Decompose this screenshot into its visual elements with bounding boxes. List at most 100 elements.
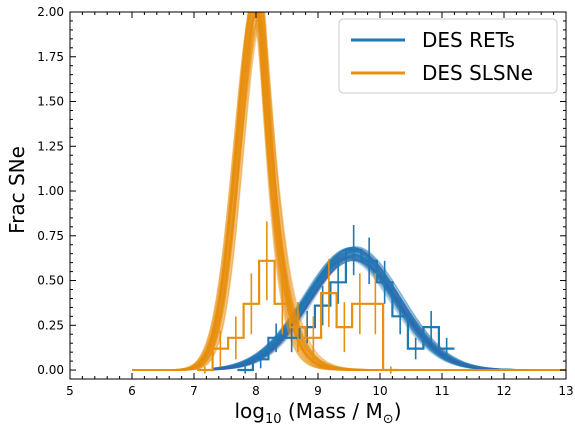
slsne-posterior-draw (132, 22, 566, 371)
rets-histogram (237, 225, 455, 374)
rets-posterior-draw (212, 246, 529, 371)
legend-label-rets: DES RETs (422, 28, 515, 52)
rets-posterior-draw (212, 254, 529, 371)
slsne-posterior-draw (132, 12, 566, 371)
rets-posterior-draw (212, 256, 529, 371)
rets-posterior-draw (212, 252, 529, 371)
slsne-posterior-draw (132, 12, 566, 371)
slsne-posterior-draw (132, 12, 566, 371)
slsne-posterior-draw (132, 12, 566, 371)
y-tick-label: 0.25 (37, 318, 64, 332)
y-tick-label: 1.00 (37, 184, 64, 198)
slsne-histogram (197, 221, 399, 374)
x-tick-label: 9 (314, 384, 322, 398)
rets-posterior-draw (212, 247, 529, 371)
rets-posterior-draw (212, 259, 529, 371)
legend: DES RETs DES SLSNe (338, 18, 558, 94)
rets-posterior-draw (212, 253, 529, 371)
slsne-posterior-draw (132, 12, 566, 371)
slsne-posterior-draw (132, 16, 566, 371)
rets-posterior-draw (212, 255, 529, 371)
x-tick-label: 8 (252, 384, 260, 398)
slsne-posterior-draw (132, 14, 566, 371)
rets-posterior-draw (212, 246, 529, 371)
y-tick-label: 1.50 (37, 95, 64, 109)
slsne-posterior-draw (132, 12, 566, 371)
x-tick-label: 7 (190, 384, 198, 398)
y-tick-label: 0.00 (37, 363, 64, 377)
slsne-posterior-draw (132, 12, 566, 371)
slsne-posterior-draw (132, 12, 566, 371)
axis-ticks (69, 11, 567, 379)
slsne-posterior-draw (132, 12, 566, 371)
slsne-posterior-draw (132, 12, 566, 371)
rets-posterior-draw (212, 247, 529, 371)
rets-posterior-draw (212, 257, 529, 371)
rets-posterior-draw (212, 251, 529, 371)
tick-labels: 5 6 7 8 9 10 11 12 13 0.00 0.25 0.50 0.75 1.00 1.25 1.5… (37, 5, 573, 398)
rets-posterior-draw (212, 253, 529, 371)
rets-posterior-draw (212, 259, 529, 371)
rets-posterior-draw (212, 254, 529, 371)
x-tick-label: 5 (66, 384, 74, 398)
slsne-posterior-draw (132, 14, 566, 371)
slsne-histogram-steps (197, 259, 399, 372)
slsne-posterior-draw (132, 12, 566, 371)
rets-posterior-draw (212, 250, 529, 371)
x-tick-label: 13 (558, 384, 573, 398)
slsne-posterior-draw (132, 22, 566, 371)
slsne-posterior-draw (132, 12, 566, 371)
slsne-posterior-draw (132, 12, 566, 371)
slsne-posterior-draw (132, 12, 566, 371)
slsne-posterior-draw (132, 12, 566, 371)
rets-posterior-draw (212, 250, 529, 371)
slsne-posterior-draw (132, 12, 566, 371)
rets-posterior-draw (212, 254, 529, 371)
slsne-posterior-draw (132, 12, 566, 371)
rets-posterior-draw (212, 255, 529, 371)
slsne-posterior-draw (132, 12, 566, 371)
slsne-posterior-draw (132, 12, 566, 371)
slsne-posterior-draw (132, 12, 566, 371)
rets-posterior-draw (212, 254, 529, 371)
rets-posterior-draw (212, 259, 529, 371)
slsne-posterior-draw (132, 12, 566, 371)
slsne-posterior-draw (132, 12, 566, 371)
slsne-posterior-draw (132, 12, 566, 371)
y-tick-label: 0.75 (37, 229, 64, 243)
slsne-posterior-draw (132, 12, 566, 371)
rets-posterior-draw (212, 250, 529, 371)
rets-posterior-draw (212, 251, 529, 371)
rets-posterior-draw (212, 250, 529, 371)
slsne-posterior-draw (132, 12, 566, 371)
rets-posterior-draw (212, 247, 529, 371)
slsne-posterior-draw (132, 12, 566, 371)
slsne-posterior-draw (132, 12, 566, 371)
slsne-posterior-draw (132, 12, 566, 371)
x-tick-label: 12 (496, 384, 511, 398)
slsne-posterior-draw (132, 12, 566, 371)
slsne-posterior-draw (132, 12, 566, 371)
slsne-posterior-draw (132, 12, 566, 371)
rets-posterior-draw (212, 246, 529, 371)
rets-posterior-band (212, 245, 529, 371)
x-axis-title: log10 (Mass / M⊙) (235, 399, 402, 425)
slsne-posterior-draw (132, 12, 566, 371)
y-tick-label: 0.50 (37, 274, 64, 288)
y-tick-label: 1.75 (37, 50, 64, 64)
slsne-posterior-draw (132, 12, 566, 371)
slsne-posterior-draw (132, 12, 566, 371)
slsne-posterior-draw (132, 12, 566, 371)
x-tick-label: 6 (128, 384, 136, 398)
rets-posterior-draw (212, 257, 529, 371)
rets-posterior-draw (212, 254, 529, 371)
rets-posterior-draw (212, 258, 529, 371)
slsne-posterior-draw (132, 12, 566, 371)
slsne-posterior-draw (132, 12, 566, 371)
slsne-posterior-draw (132, 15, 566, 371)
slsne-posterior-draw (132, 12, 566, 371)
rets-posterior-draw (212, 252, 529, 371)
rets-posterior-draw (212, 257, 529, 371)
slsne-posterior-draw (132, 19, 566, 371)
